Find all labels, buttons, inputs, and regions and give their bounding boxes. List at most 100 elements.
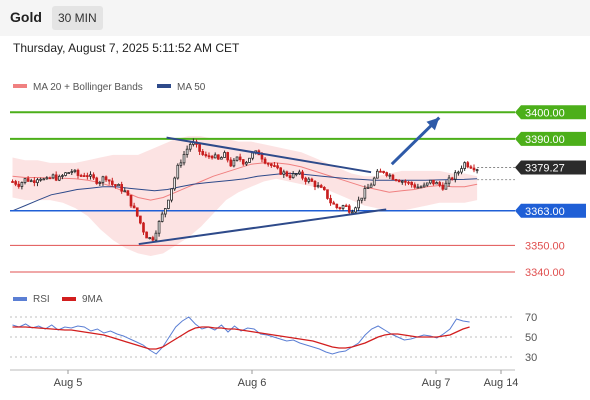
candle-body — [198, 144, 201, 152]
candle-body — [182, 153, 186, 164]
candle-body — [57, 175, 61, 181]
legend-swatch — [157, 84, 171, 88]
candle-body — [207, 155, 211, 158]
candle-body — [126, 190, 130, 196]
candle-body — [11, 181, 14, 183]
candle-body — [104, 176, 108, 181]
current-price-label: 3379.27 — [525, 162, 565, 174]
candle-body — [441, 184, 445, 190]
candle-body — [95, 177, 99, 184]
candle-body — [248, 157, 251, 163]
candle-body — [39, 178, 42, 181]
candle-body — [366, 186, 370, 189]
candle-body — [354, 207, 357, 213]
candle-body — [45, 177, 49, 180]
trendline — [166, 136, 372, 174]
candle-body — [148, 237, 152, 239]
candle-body — [453, 172, 457, 180]
candle-body — [114, 184, 117, 187]
candle-body — [201, 151, 205, 155]
level-label: 3390.00 — [525, 134, 565, 146]
rsi-line — [12, 316, 470, 355]
candle-body — [70, 171, 74, 173]
candle-body — [132, 205, 136, 209]
candle-body — [438, 182, 442, 186]
rsi-tick-label: 30 — [525, 352, 537, 364]
candle-body — [64, 172, 67, 176]
x-axis-label: Aug 6 — [238, 377, 267, 389]
level-label: 3350.00 — [525, 240, 565, 252]
trendline — [138, 208, 387, 246]
candle-body — [210, 155, 214, 159]
candle-body — [160, 213, 164, 222]
candle-body — [61, 175, 64, 177]
candle-body — [51, 174, 55, 179]
candle-body — [307, 178, 311, 182]
candle-body — [67, 172, 70, 174]
candle-body — [173, 177, 176, 190]
candle-body — [157, 221, 161, 234]
x-axis-label: Aug 7 — [422, 377, 451, 389]
candle-body — [151, 237, 155, 241]
candle-body — [472, 167, 476, 171]
candle-body — [397, 179, 401, 183]
bollinger-band-area — [12, 136, 478, 256]
candle-body — [89, 174, 92, 177]
candle-body — [413, 184, 417, 188]
candle-body — [213, 154, 217, 159]
legend-swatch — [13, 84, 27, 88]
candle-body — [429, 179, 432, 184]
asset-title: Gold — [10, 9, 42, 25]
candle-body — [92, 174, 95, 179]
candle-body — [101, 176, 105, 183]
rsi-tick-label: 50 — [525, 332, 537, 344]
level-label: 3340.00 — [525, 267, 565, 279]
candle-body — [419, 186, 423, 189]
candle-body — [338, 207, 342, 209]
candle-body — [226, 152, 230, 161]
candle-body — [23, 178, 27, 183]
rsi-ma-line — [12, 326, 470, 350]
candle-body — [323, 187, 326, 191]
candle-body — [220, 157, 223, 160]
candle-body — [388, 174, 392, 177]
projection-arrow-head — [426, 117, 440, 131]
candle-body — [335, 203, 339, 208]
candle-body — [435, 182, 438, 185]
timeframe-badge[interactable]: 30 MIN — [52, 6, 103, 30]
candle-body — [400, 180, 404, 183]
candle-body — [466, 162, 470, 168]
candle-body — [188, 144, 192, 150]
candle-body — [145, 231, 148, 239]
candle-body — [223, 152, 226, 158]
top-bar: Gold 30 MIN — [0, 0, 590, 36]
candle-body — [167, 199, 170, 209]
candle-body — [17, 183, 21, 187]
x-axis-label: Aug 5 — [54, 377, 83, 389]
level-tag — [515, 131, 586, 146]
candle-body — [142, 222, 145, 233]
candle-body — [285, 171, 289, 177]
candle-body — [232, 159, 236, 167]
candle-body — [229, 159, 233, 167]
candle-body — [329, 198, 332, 204]
candle-body — [98, 181, 102, 184]
candle-body — [475, 169, 479, 172]
level-label: 3400.00 — [525, 107, 565, 119]
candle-body — [135, 207, 139, 217]
candle-body — [360, 197, 364, 201]
candle-body — [460, 168, 463, 173]
candle-body — [310, 178, 314, 182]
x-axis-label: Aug 14 — [484, 377, 519, 389]
candle-body — [266, 162, 270, 165]
candle-body — [279, 167, 283, 175]
candle-body — [123, 190, 127, 193]
candle-body — [82, 175, 86, 177]
candle-body — [20, 182, 24, 187]
candle-body — [351, 211, 354, 214]
candle-body — [170, 188, 173, 201]
candle-body — [394, 179, 398, 181]
candle-body — [179, 162, 183, 166]
candle-body — [76, 169, 80, 176]
